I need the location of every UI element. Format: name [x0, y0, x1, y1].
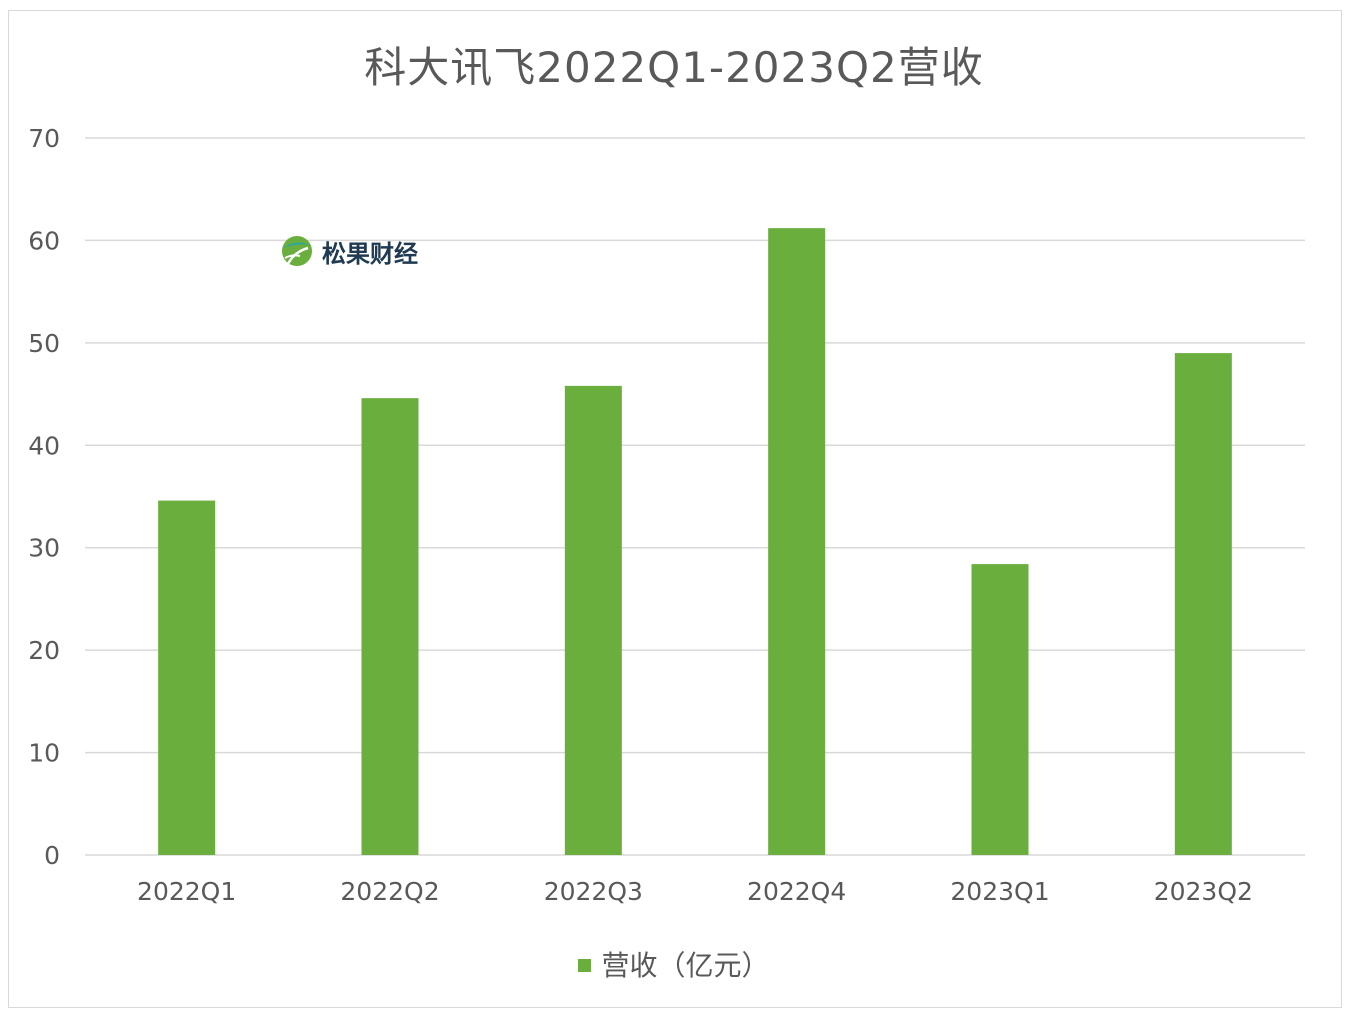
x-tick-label: 2022Q1 — [137, 877, 236, 906]
y-tick-label: 60 — [28, 226, 60, 255]
y-tick-label: 50 — [28, 329, 60, 358]
y-tick-label: 10 — [28, 739, 60, 768]
legend-swatch — [578, 958, 592, 972]
bar — [1174, 353, 1232, 855]
legend-label: 营收（亿元） — [601, 949, 770, 982]
bar — [564, 385, 622, 855]
y-tick-label: 70 — [28, 124, 60, 153]
y-tick-label: 30 — [28, 534, 60, 563]
chart-frame — [8, 10, 1342, 1008]
bar — [361, 398, 419, 855]
bar — [158, 500, 216, 855]
bar — [768, 228, 826, 855]
bar — [971, 564, 1029, 855]
watermark-text: 松果财经 — [322, 240, 418, 268]
x-tick-label: 2023Q1 — [950, 877, 1049, 906]
x-tick-label: 2022Q2 — [340, 877, 439, 906]
x-tick-label: 2022Q4 — [747, 877, 846, 906]
x-tick-label: 2022Q3 — [544, 877, 643, 906]
x-tick-label: 2023Q2 — [1154, 877, 1253, 906]
leaf-logo-icon — [282, 236, 312, 266]
y-tick-label: 20 — [28, 636, 60, 665]
y-tick-label: 40 — [28, 431, 60, 460]
chart-title: 科大讯飞2022Q1-2023Q2营收 — [364, 43, 984, 92]
y-tick-label: 0 — [44, 841, 60, 870]
legend: 营收（亿元） — [0, 944, 1348, 984]
